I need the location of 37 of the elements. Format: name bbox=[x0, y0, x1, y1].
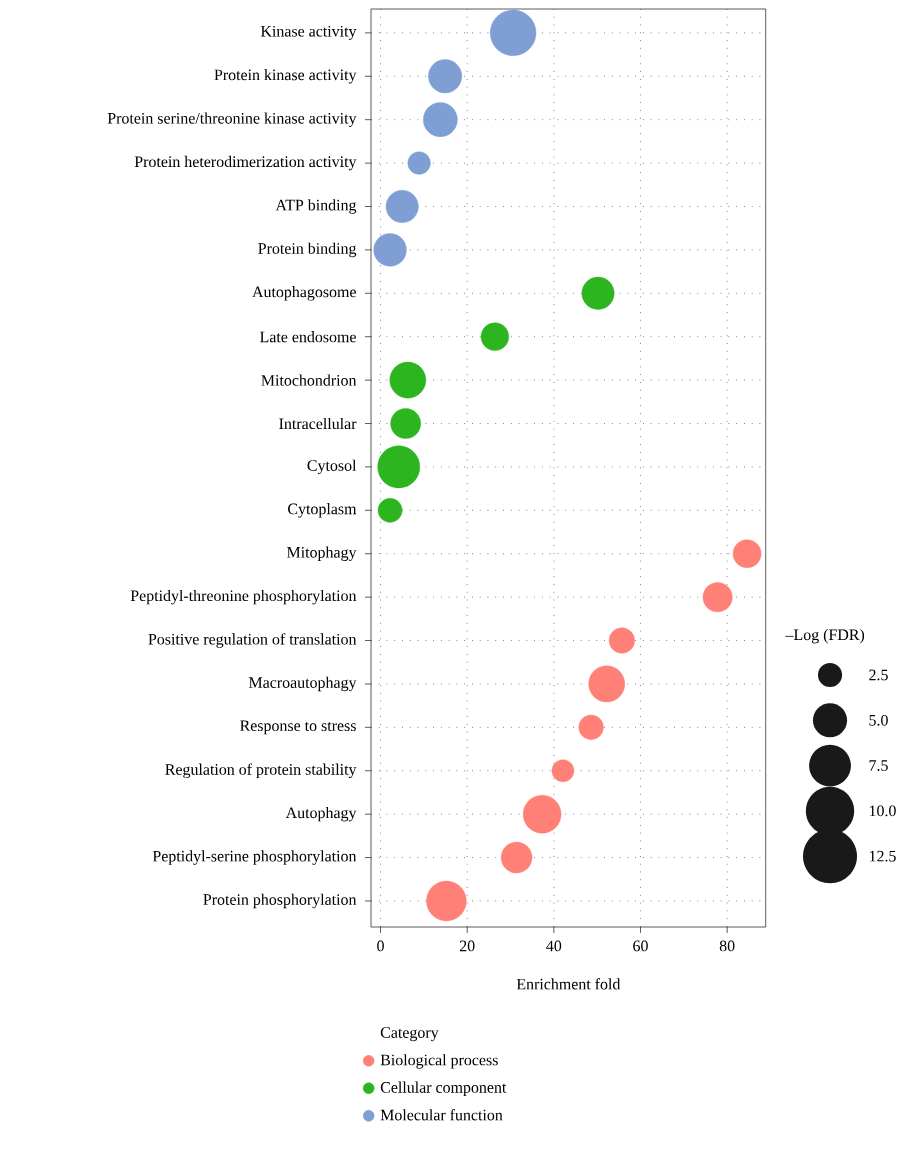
legend-label: 7.5 bbox=[869, 760, 888, 771]
y-tick-label: Protein kinase activity bbox=[214, 69, 357, 84]
y-tick-label: Peptidyl-serine phosphorylation bbox=[152, 850, 357, 865]
legend-title: Category bbox=[380, 1027, 439, 1042]
y-tick-label: Peptidyl-threonine phosphorylation bbox=[130, 589, 357, 605]
x-tick-label: 20 bbox=[459, 940, 475, 952]
legend-label: 2.5 bbox=[869, 669, 888, 681]
y-tick-label: Autophagosome bbox=[252, 286, 356, 301]
legend-label: 5.0 bbox=[869, 714, 888, 726]
y-tick-label: Intracellular bbox=[279, 417, 357, 430]
y-tick-label: Regulation of protein stability bbox=[165, 763, 357, 779]
y-tick-label: ATP binding bbox=[275, 199, 357, 214]
legend-label: 12.5 bbox=[869, 850, 896, 862]
y-tick-label: Mitochondrion bbox=[261, 374, 357, 386]
x-tick-label: 40 bbox=[546, 940, 562, 952]
x-axis-title: Enrichment fold bbox=[516, 978, 621, 990]
y-tick-label: Mitophagy bbox=[286, 546, 357, 561]
y-tick-label: Protein binding bbox=[258, 242, 357, 258]
x-tick-label: 60 bbox=[633, 940, 648, 952]
x-tick-label: 80 bbox=[719, 940, 735, 952]
y-tick-label: Response to stress bbox=[240, 720, 356, 735]
legend-label: Biological process bbox=[380, 1054, 498, 1069]
y-tick-label: Macroautophagy bbox=[248, 676, 357, 692]
y-tick-label: Cytoplasm bbox=[288, 503, 357, 518]
x-tick-label: 0 bbox=[377, 940, 384, 952]
y-tick-label: Positive regulation of translation bbox=[148, 633, 357, 648]
y-tick-label: Late endosome bbox=[260, 331, 356, 343]
legend-label: Molecular function bbox=[380, 1109, 503, 1121]
y-tick-label: Cytosol bbox=[307, 459, 357, 475]
y-tick-label: Autophagy bbox=[285, 806, 357, 822]
legend-label: 10.0 bbox=[869, 805, 896, 817]
y-tick-label: Protein phosphorylation bbox=[203, 893, 357, 909]
text: –Log (FDR) bbox=[785, 628, 865, 644]
legend-label: Cellular component bbox=[380, 1081, 507, 1097]
y-tick-label: Protein serine/threonine kinase activity bbox=[107, 112, 357, 127]
y-tick-label: Protein heterodimerization activity bbox=[134, 155, 357, 171]
y-tick-label: Kinase activity bbox=[260, 25, 357, 40]
